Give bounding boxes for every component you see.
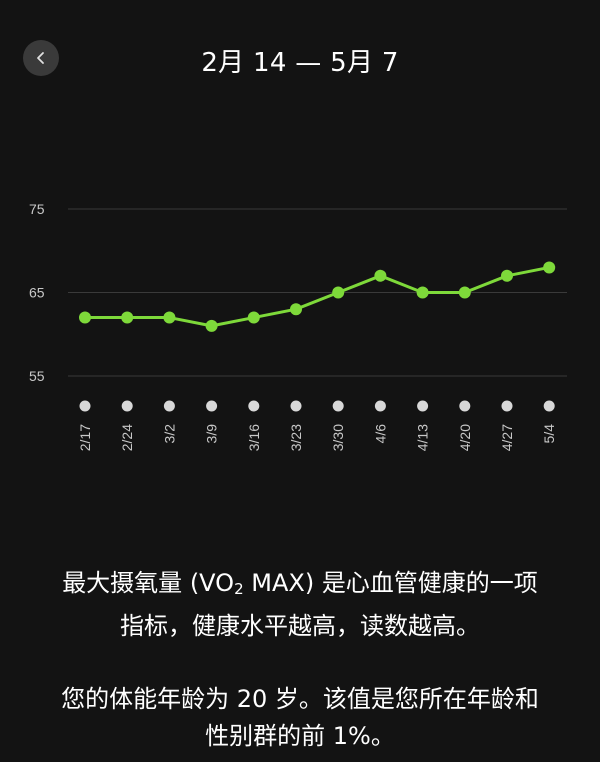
x-tick-label: 3/30: [330, 424, 346, 451]
y-tick-label: 75: [29, 201, 45, 217]
data-point: [79, 311, 91, 324]
description-line-1-start: 最大摄氧量 (VO: [62, 569, 235, 597]
description-line-1: 最大摄氧量 (VO2 MAX) 是心血管健康的一项: [10, 565, 590, 608]
series-line: [85, 265, 550, 328]
x-tick-label: 4/6: [372, 424, 388, 444]
x-marker-dot: [206, 400, 218, 412]
x-marker-dot: [290, 400, 302, 412]
x-tick-label: 4/27: [499, 424, 515, 451]
x-tick-label: 3/16: [246, 424, 262, 451]
x-marker-dot: [501, 400, 513, 412]
data-point: [205, 319, 218, 332]
x-tick-label: 3/23: [288, 424, 304, 451]
description-line-3: 您的体能年龄为 20 岁。该值是您所在年龄和: [61, 685, 539, 713]
description-line-4: 性别群的前 1%。: [205, 722, 395, 750]
x-marker-dot: [417, 400, 429, 412]
x-marker-dot: [79, 400, 91, 412]
date-range-title: 2月 14 — 5月 7: [201, 48, 399, 78]
x-tick-label: 3/9: [204, 424, 220, 444]
description-line-1-end: MAX) 是心血管健康的一项: [243, 569, 538, 597]
vo2max-line-chart: 75 65 55 2/17 2/24 3/2 3/9 3/16 3/23 3/30 4/6 4/13 4…: [29, 201, 567, 451]
data-point: [543, 261, 556, 274]
data-point: [501, 269, 513, 282]
x-marker-dot: [459, 400, 471, 412]
x-tick-label: 4/20: [457, 424, 473, 451]
back-button[interactable]: [23, 40, 59, 76]
data-point: [332, 286, 345, 299]
x-marker-dot: [374, 400, 386, 412]
data-point: [458, 286, 471, 299]
data-point: [247, 311, 260, 324]
y-tick-label: 65: [29, 285, 45, 301]
vo2max-description: 最大摄氧量 (VO2 MAX) 是心血管健康的一项 指标，健康水平越高，读数越高…: [10, 565, 590, 645]
x-tick-label: 5/4: [541, 424, 557, 444]
x-marker-dot: [332, 400, 344, 412]
x-tick-label: 4/13: [415, 424, 431, 451]
description-line-2: 指标，健康水平越高，读数越高。: [120, 612, 480, 640]
x-tick-label: 3/2: [161, 424, 177, 444]
x-tick-label: 2/24: [119, 424, 135, 451]
x-marker-dot: [543, 400, 555, 412]
x-tick-label: 2/17: [77, 424, 93, 451]
chevron-left-icon: [37, 52, 44, 64]
data-point: [374, 269, 387, 282]
data-point: [290, 303, 302, 316]
data-point: [163, 311, 176, 324]
data-point: [416, 286, 429, 299]
data-point: [121, 311, 134, 324]
fitness-age-description: 您的体能年龄为 20 岁。该值是您所在年龄和 性别群的前 1%。: [10, 681, 590, 755]
y-tick-label: 55: [29, 368, 45, 384]
x-marker-dot: [248, 400, 260, 412]
x-marker-dot: [163, 400, 175, 412]
vo2-subscript: 2: [234, 580, 244, 598]
x-marker-dot: [121, 400, 133, 412]
